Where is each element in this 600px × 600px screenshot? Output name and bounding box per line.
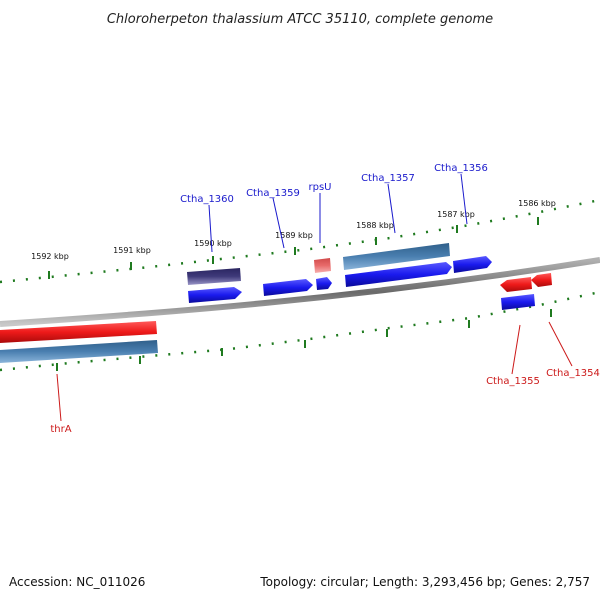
- rna-feature-rpsU: [314, 258, 331, 273]
- gene-arrow-plus: [316, 277, 332, 290]
- plus-cds-track: [187, 243, 450, 285]
- topology-text: Topology: circular; Length: 3,293,456 bp…: [259, 575, 590, 589]
- major-ticks-inner: [56, 309, 552, 371]
- tick-label: 1591 kbp: [113, 246, 151, 255]
- cds-feature: [187, 268, 241, 285]
- gene-label: rpsU: [309, 182, 332, 193]
- label-leaders: [56, 173, 573, 422]
- gene-label: thrA: [50, 424, 71, 435]
- gene-arrow-plus: [345, 262, 452, 287]
- tick-label: 1589 kbp: [275, 231, 313, 240]
- gene-labels: Ctha_1360 Ctha_1359 rpsU Ctha_1357 Ctha_…: [50, 163, 600, 435]
- gene-arrow-minus: [500, 277, 532, 292]
- tick-label: 1587 kbp: [437, 210, 475, 219]
- outer-tick-row: [0, 198, 600, 284]
- gene-arrow-minus: [0, 321, 157, 343]
- gene-label: Ctha_1356: [434, 163, 488, 174]
- gene-arrow-minus: [531, 273, 552, 287]
- gene-label: Ctha_1357: [361, 173, 415, 184]
- gene-arrow-plus: [501, 294, 535, 310]
- cds-feature-thrA: [0, 340, 158, 363]
- tick-label: 1590 kbp: [194, 239, 232, 248]
- tick-labels: 1592 kbp 1591 kbp 1590 kbp 1589 kbp 1588…: [31, 199, 556, 261]
- gene-arrow-plus: [188, 287, 242, 303]
- gene-label: Ctha_1359: [246, 188, 300, 199]
- minus-gene-track: [0, 273, 552, 343]
- genome-backbone: [0, 257, 600, 327]
- map-title: Chloroherpeton thalassium ATCC 35110, co…: [107, 12, 493, 27]
- tick-label: 1592 kbp: [31, 252, 69, 261]
- inner-tick-row: [0, 290, 600, 372]
- plus-gene-track: [188, 256, 535, 310]
- cds-feature: [343, 243, 450, 270]
- tick-label: 1588 kbp: [356, 221, 394, 230]
- tick-label: 1586 kbp: [518, 199, 556, 208]
- major-ticks-outer: [48, 217, 539, 279]
- gene-label: Ctha_1355: [486, 376, 540, 387]
- accession-text: Accession: NC_011026: [9, 575, 145, 589]
- gene-label: Ctha_1360: [180, 194, 234, 205]
- gene-arrow-plus: [263, 279, 313, 296]
- gene-label: Ctha_1354: [546, 368, 600, 379]
- gene-arrow-plus: [453, 256, 492, 273]
